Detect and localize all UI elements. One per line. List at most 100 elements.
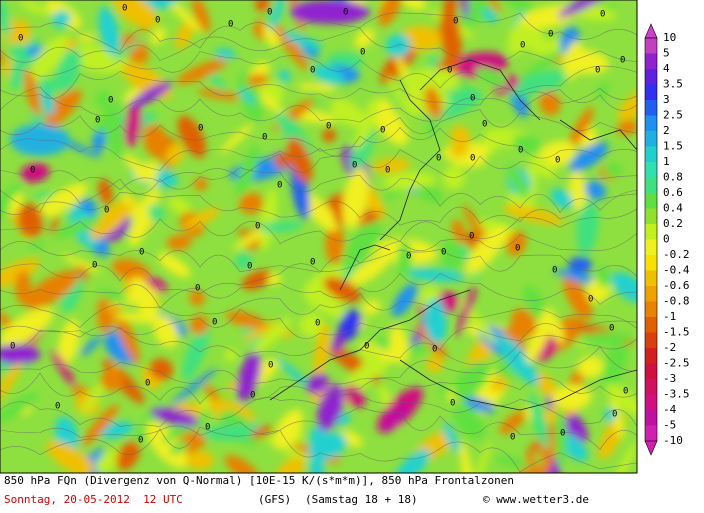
field-patch [426, 355, 444, 373]
field-patch [146, 421, 188, 469]
field-patch [50, 216, 59, 236]
contour-label: 0 [520, 41, 525, 51]
colorbar-band [645, 224, 657, 240]
field-patch [503, 205, 565, 225]
field-patch [475, 67, 508, 88]
field-patch [224, 455, 260, 473]
field-patch [200, 425, 263, 441]
field-patch [424, 298, 448, 344]
field-patch [550, 188, 574, 209]
field-patch [238, 88, 256, 105]
colorbar-label: -2.5 [663, 357, 690, 370]
contour-label: 0 [108, 96, 113, 106]
field-patch [0, 258, 40, 288]
isoline [0, 346, 637, 385]
field-patch [601, 334, 629, 395]
field-patch [113, 37, 144, 62]
field-patch [157, 252, 191, 278]
colorbar-band [645, 115, 657, 132]
field-patch [242, 321, 279, 342]
colorbar-label: 0.4 [663, 202, 683, 215]
field-patch [312, 64, 345, 85]
field-patch [20, 162, 50, 183]
contour-label: 0 [104, 206, 109, 216]
colorbar-band [645, 332, 657, 349]
field-patch [537, 140, 576, 168]
contour-label: 0 [623, 387, 628, 397]
field-patch [385, 33, 411, 58]
colorbar: 10 5 4 3.5 3 2.5 2 1.5 1 0.8 0.6 0.4 0.2 0 -0.2 -0.4 -0.… [644, 23, 690, 456]
field-patch [325, 221, 345, 265]
field-patch [306, 373, 329, 394]
contour-label: 0 [212, 318, 217, 328]
field-patch [563, 276, 593, 320]
field-patch [400, 25, 443, 51]
contour-label: 0 [310, 258, 315, 268]
field-patch [569, 169, 587, 213]
contour-label: 0 [612, 410, 617, 420]
contour-label: 0 [95, 116, 100, 126]
contour-label: 0 [360, 48, 365, 58]
contour-label: 0 [92, 261, 97, 271]
contour-label: 0 [139, 248, 144, 258]
field-feature [568, 257, 592, 273]
field-feature [381, 404, 409, 432]
field-patch [8, 192, 23, 216]
colorbar-label: -1.5 [663, 326, 690, 339]
field-feature [128, 81, 172, 109]
contour-label: 0 [600, 10, 605, 20]
contour-label: 0 [510, 433, 515, 443]
colorbar-band [645, 193, 657, 209]
field-patch [237, 350, 261, 403]
field-patch [569, 142, 609, 172]
field-patch [220, 123, 254, 154]
field-patch [98, 6, 120, 56]
isoline [0, 191, 637, 226]
colorbar-band [645, 317, 657, 333]
colorbar-frame [644, 37, 658, 442]
coastline [399, 359, 637, 411]
field-patch [149, 358, 174, 381]
field-patch [344, 385, 366, 408]
contour-label: 0 [250, 391, 255, 401]
contour-label: 0 [555, 156, 560, 166]
field-patch [313, 322, 330, 380]
colorbar-band [645, 38, 657, 54]
field-patch [24, 270, 79, 309]
field-patch [27, 240, 46, 250]
contour-label: 0 [620, 56, 625, 66]
field-patch [166, 234, 192, 251]
isoline [0, 12, 637, 53]
field-patch [554, 405, 567, 467]
field-patch [584, 180, 607, 200]
colorbar-label: -5 [663, 419, 676, 432]
field-patch [77, 34, 96, 42]
field-patch [0, 182, 22, 229]
isoline [0, 406, 637, 450]
contour-label: 0 [18, 34, 23, 44]
field-patch [506, 230, 527, 256]
colorbar-label: -10 [663, 434, 683, 447]
field-patch [259, 188, 278, 251]
field-patch [241, 270, 274, 291]
field-patch [276, 456, 306, 473]
field-patch [80, 335, 102, 357]
field-patch [250, 425, 273, 439]
isoline [0, 149, 637, 191]
field-patch [19, 0, 48, 15]
field-patch [506, 162, 529, 199]
isoline [0, 426, 637, 473]
colorbar-band [645, 379, 657, 395]
field-feature [290, 160, 310, 220]
field-patch [576, 200, 599, 255]
field-patch [192, 0, 211, 33]
field-patch [184, 207, 221, 229]
field-patch [41, 89, 55, 116]
colorbar-band [645, 146, 657, 163]
colorbar-label: -3 [663, 372, 676, 385]
colorbar-label: 0.6 [663, 186, 683, 199]
colorbar-label: 5 [663, 47, 670, 60]
colorbar-band [645, 131, 657, 147]
field-feature [10, 124, 70, 156]
isoline [0, 293, 637, 330]
